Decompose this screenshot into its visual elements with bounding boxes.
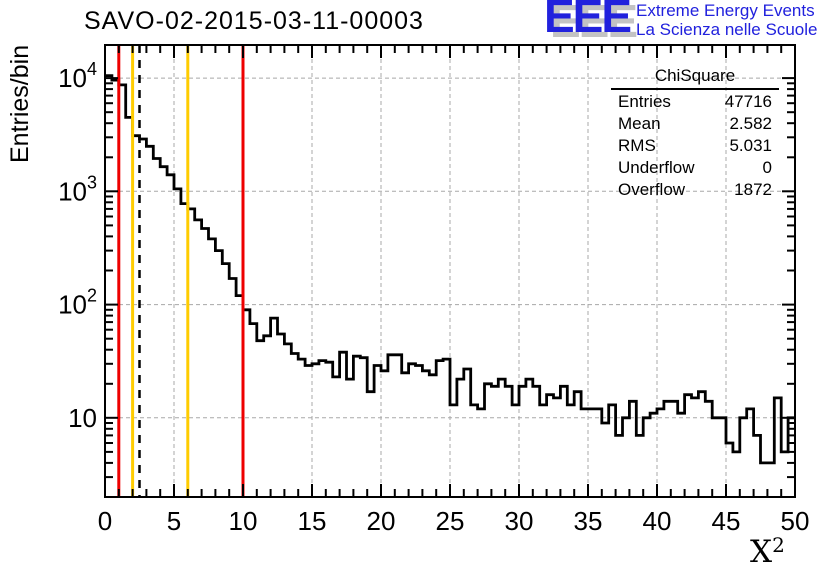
x-axis-title-exponent: 2 [772, 533, 785, 557]
stats-row-entries: Entries 47716 [611, 91, 779, 113]
x-tick-label: 5 [167, 506, 181, 536]
stats-label: RMS [618, 136, 656, 155]
stats-row-mean: Mean 2.582 [611, 113, 779, 135]
x-tick-label: 20 [367, 506, 396, 536]
plot-title: SAVO-02-2015-03-11-00003 [84, 7, 424, 35]
stats-box-divider [611, 88, 779, 90]
x-tick-label: 10 [229, 506, 258, 536]
x-tick-label: 50 [781, 506, 810, 536]
x-tick-label: 25 [436, 506, 465, 536]
stats-value: 0 [762, 158, 772, 177]
stats-box-title: ChiSquare [654, 66, 736, 85]
x-tick-label: 15 [298, 506, 327, 536]
stats-label: Entries [618, 92, 671, 111]
stats-label: Mean [618, 114, 661, 133]
eee-logo-line1: Extreme Energy Events [636, 1, 815, 20]
x-axis-title: X2 [750, 534, 785, 570]
eee-logo: EEE Extreme Energy Events La Scienza nel… [544, 0, 836, 46]
histogram-step-line [105, 74, 795, 465]
x-tick-label: 0 [98, 506, 112, 536]
eee-logo-line2: La Scienza nelle Scuole [636, 20, 818, 39]
stats-box: ChiSquare Entries 47716 Mean 2.582 RMS 5… [611, 64, 779, 201]
stats-value: 2.582 [729, 114, 772, 133]
stats-row-rms: RMS 5.031 [611, 135, 779, 157]
stats-value: 5.031 [729, 136, 772, 155]
stats-row-overflow: Overflow 1872 [611, 179, 779, 201]
y-tick-label: 102 [58, 286, 97, 320]
stats-label: Overflow [618, 180, 686, 199]
y-tick-label: 10 [68, 403, 97, 433]
stats-value: 47716 [724, 92, 772, 111]
stats-value: 1872 [734, 180, 772, 199]
x-axis-title-base: X [750, 534, 773, 570]
x-tick-label: 40 [643, 506, 672, 536]
x-tick-label: 35 [574, 506, 603, 536]
stats-row-underflow: Underflow 0 [611, 157, 779, 179]
x-tick-label: 30 [505, 506, 534, 536]
y-tick-label: 103 [58, 172, 97, 206]
y-axis-title: Entries/bin [6, 44, 34, 163]
x-tick-label: 45 [712, 506, 741, 536]
stats-label: Underflow [618, 158, 695, 177]
eee-logo-mark: EEE [544, 0, 632, 42]
eee-logo-text: Extreme Energy Events La Scienza nelle S… [636, 1, 817, 39]
y-tick-label: 104 [58, 59, 97, 93]
